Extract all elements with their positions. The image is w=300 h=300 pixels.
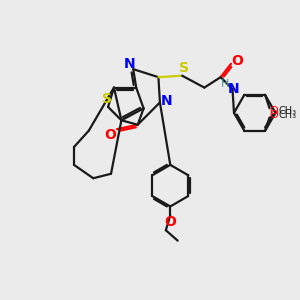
Text: O: O [270,106,278,116]
Text: H: H [221,79,229,89]
Text: O: O [270,110,278,120]
Text: CH₃: CH₃ [278,110,296,120]
Text: S: S [178,61,189,75]
Text: N: N [124,57,136,71]
Text: CH₃: CH₃ [278,106,296,116]
Text: S: S [102,92,112,106]
Text: N: N [228,82,240,96]
Text: O: O [104,128,116,142]
Text: O: O [164,215,176,229]
Text: O: O [232,54,244,68]
Text: N: N [160,94,172,108]
